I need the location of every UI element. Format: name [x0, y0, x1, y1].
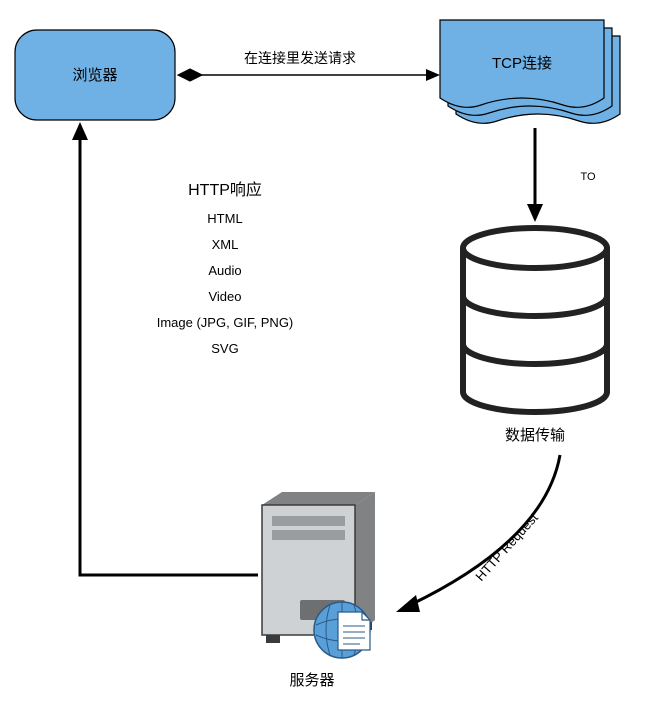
http-response-block: HTTP响应 HTML XML Audio Video Image (JPG, … [157, 180, 294, 356]
database-node: 数据传输 [463, 228, 607, 444]
edge-db-server: HTTP Request [396, 455, 560, 612]
http-response-item-3: Video [208, 289, 241, 304]
http-response-item-2: Audio [208, 263, 241, 278]
http-response-item-4: Image (JPG, GIF, PNG) [157, 315, 294, 330]
browser-node: 浏览器 [15, 30, 175, 120]
edge-browser-tcp-label: 在连接里发送请求 [244, 50, 356, 66]
http-response-item-0: HTML [207, 211, 242, 226]
edge-browser-tcp: 在连接里发送请求 [178, 50, 440, 81]
edge-db-server-label: HTTP Request [472, 510, 541, 584]
database-label: 数据传输 [505, 427, 565, 444]
edge-tcp-db-label: TO [580, 171, 596, 183]
http-response-item-1: XML [212, 237, 239, 252]
http-response-item-5: SVG [211, 341, 238, 356]
tcp-label: TCP连接 [492, 55, 552, 72]
edge-tcp-db: TO [527, 128, 596, 222]
server-node: 服务器 [262, 492, 375, 689]
tcp-node: TCP连接 [440, 20, 620, 123]
http-response-title: HTTP响应 [188, 180, 262, 199]
document-icon [338, 612, 370, 650]
server-label: 服务器 [289, 672, 334, 689]
browser-label: 浏览器 [72, 67, 117, 84]
